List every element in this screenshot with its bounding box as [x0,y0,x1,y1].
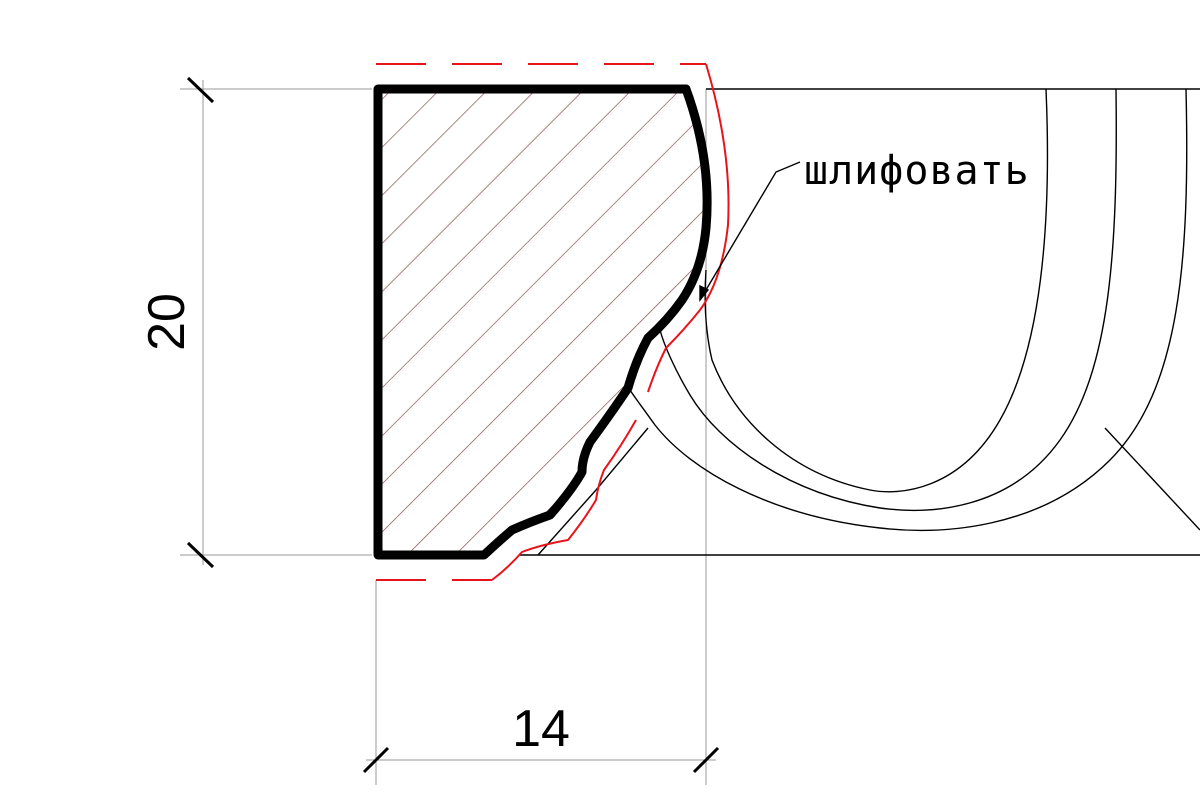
callout-label: шлифовать [804,148,1030,194]
width-dimension-text: 14 [512,700,570,758]
tick-top [188,78,213,102]
height-dimension-text: 20 [138,293,196,351]
